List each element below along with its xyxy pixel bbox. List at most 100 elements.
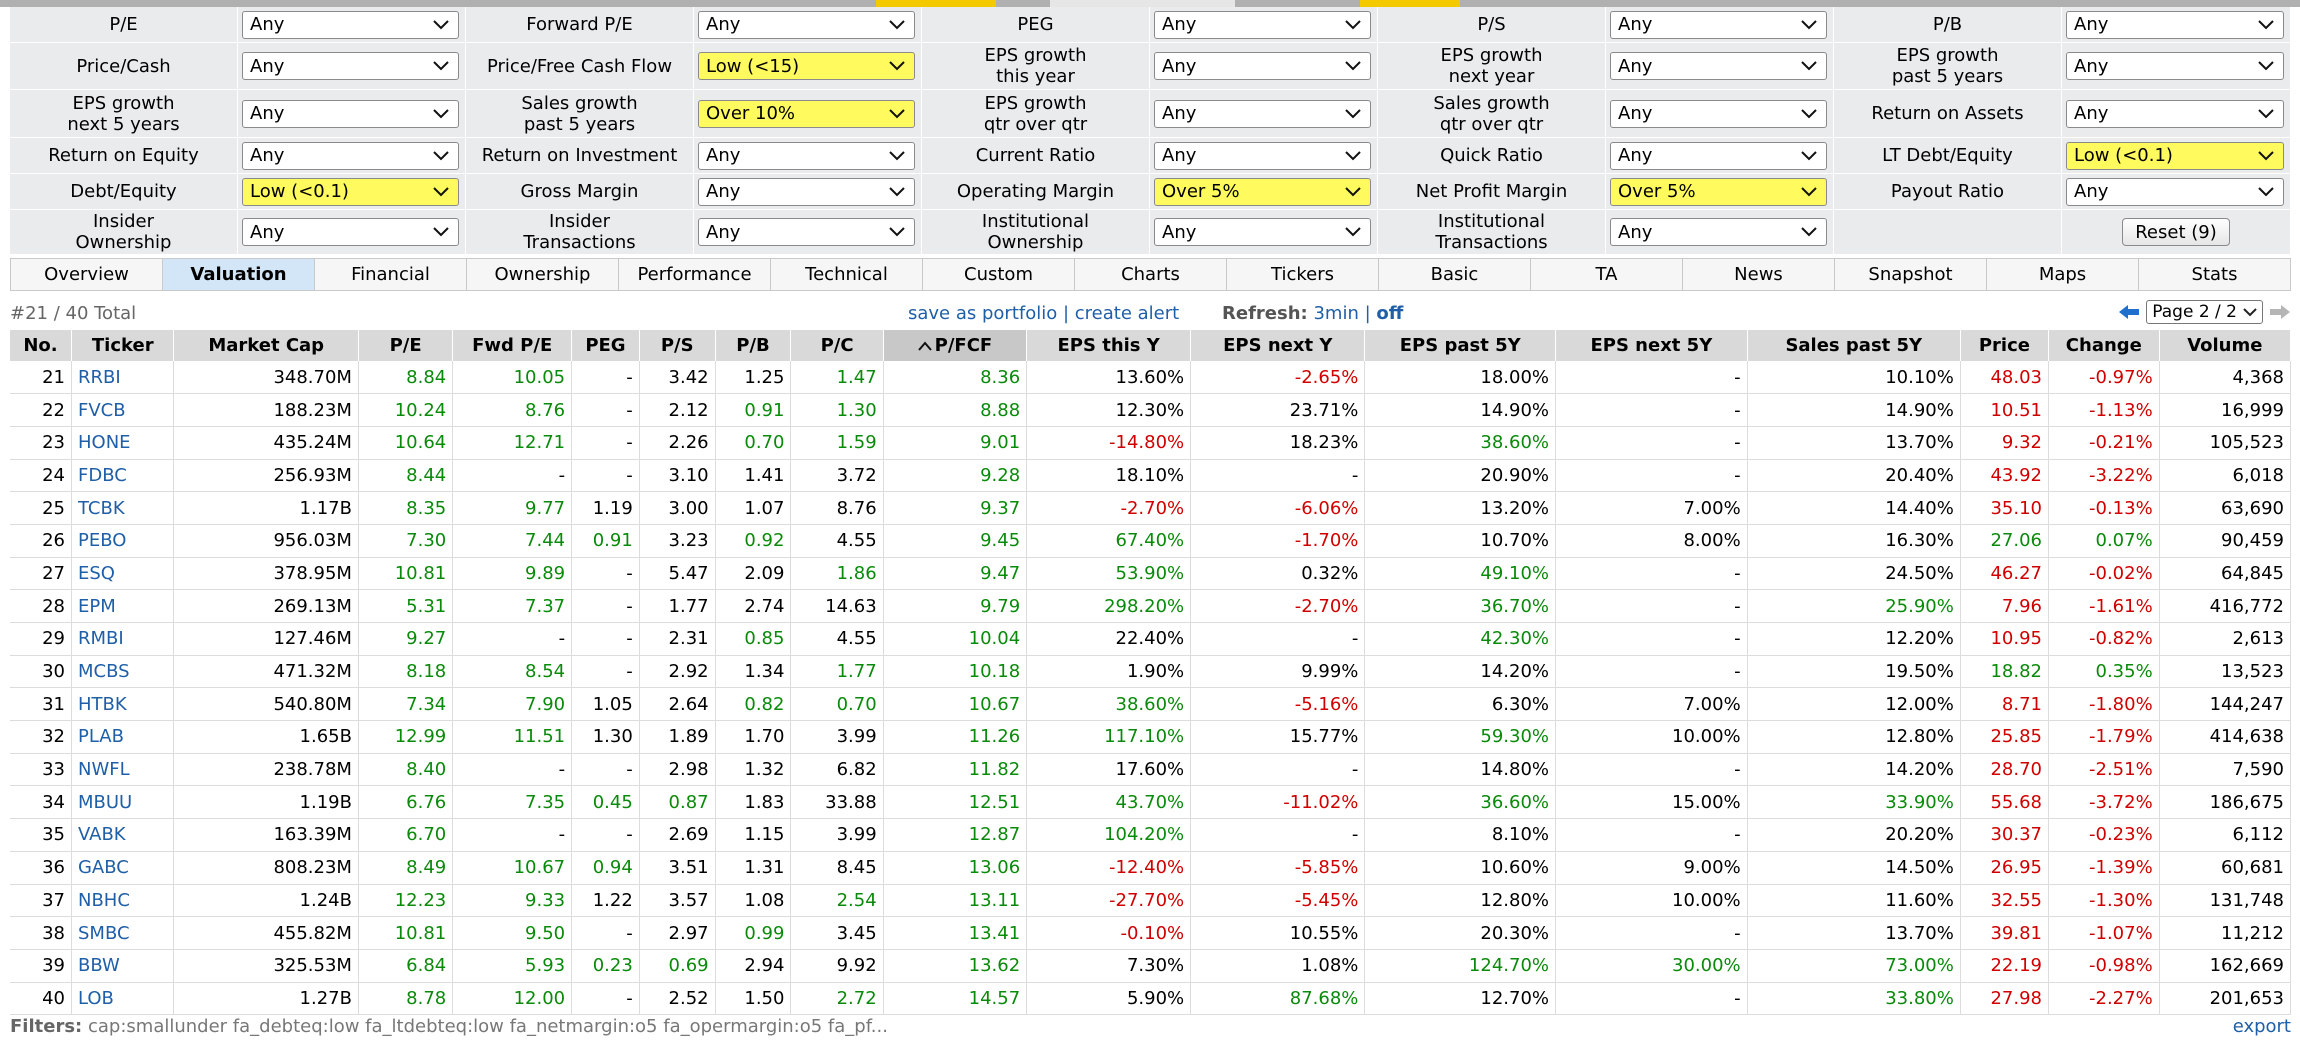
arrow-right-icon[interactable] (2269, 303, 2291, 321)
reset-filters-button[interactable]: Reset (9) (2122, 218, 2230, 246)
table-row[interactable]: 30 MCBS 471.32M 8.18 8.54-2.92 1.34 1.77 10.18 1… (10, 655, 2292, 689)
column-header-peg[interactable]: PEG (571, 330, 640, 361)
tab-ownership[interactable]: Ownership (467, 259, 619, 290)
column-header-change[interactable]: Change (2048, 330, 2160, 361)
ticker-link[interactable]: EPM (71, 589, 175, 623)
column-header-p-b[interactable]: P/B (715, 330, 792, 361)
ticker-link[interactable]: ESQ (71, 557, 175, 591)
table-row[interactable]: 26 PEBO 956.03M 7.30 7.44 0.91 3.23 0.92 4.55 9.4… (10, 524, 2292, 558)
tab-maps[interactable]: Maps (1987, 259, 2139, 290)
column-header-eps-next-5y[interactable]: EPS next 5Y (1555, 330, 1748, 361)
filter-select-return-on-equity[interactable]: Any (242, 141, 459, 170)
filter-select-eps-growth-next-year[interactable]: Any (1610, 52, 1827, 80)
filter-select-debt-equity[interactable]: Low (<0.1) (242, 177, 459, 206)
filter-select-p-s[interactable]: Any (1610, 10, 1827, 39)
ticker-link[interactable]: HTBK (71, 687, 175, 722)
tab-ta[interactable]: TA (1531, 259, 1683, 290)
ticker-link[interactable]: LOB (71, 982, 175, 1016)
filter-select-gross-margin[interactable]: Any (698, 177, 915, 206)
filter-select-sales-growth-past-5-years[interactable]: Over 10% (698, 99, 915, 128)
column-header-volume[interactable]: Volume (2159, 330, 2292, 361)
ticker-link[interactable]: SMBC (71, 916, 175, 950)
export-link[interactable]: export (2232, 1016, 2291, 1037)
column-header-p-fcf[interactable]: P/FCF (883, 330, 1028, 361)
page-select[interactable]: Page 2 / 2 (2146, 300, 2263, 324)
column-header-sales-past-5y[interactable]: Sales past 5Y (1747, 330, 1961, 361)
arrow-left-icon[interactable] (2118, 303, 2140, 321)
filter-select-institutional-ownership[interactable]: Any (1154, 218, 1371, 246)
filter-select-operating-margin[interactable]: Over 5% (1154, 177, 1371, 206)
ticker-link[interactable]: NBHC (71, 884, 175, 918)
save-as-portfolio-link[interactable]: save as portfolio (908, 303, 1058, 324)
filter-select-insider-ownership[interactable]: Any (242, 218, 459, 246)
ticker-link[interactable]: FDBC (71, 459, 175, 493)
filter-select-return-on-investment[interactable]: Any (698, 141, 915, 170)
table-row[interactable]: 25 TCBK 1.17B 8.35 9.77 1.19 3.00 1.07 8.76 9.37-… (10, 491, 2292, 525)
tab-valuation[interactable]: Valuation (163, 259, 315, 290)
create-alert-link[interactable]: create alert (1074, 303, 1180, 324)
filter-select-lt-debt-equity[interactable]: Low (<0.1) (2066, 141, 2284, 170)
ticker-link[interactable]: HONE (71, 426, 175, 460)
filter-select-p-b[interactable]: Any (2066, 10, 2284, 39)
ticker-link[interactable]: PLAB (71, 720, 175, 754)
filter-select-institutional-transactions[interactable]: Any (1610, 218, 1827, 246)
table-row[interactable]: 21 RRBI 348.70M 8.84 10.05-3.42 1.25 1.47 8.36 1… (10, 361, 2292, 395)
tab-news[interactable]: News (1683, 259, 1835, 290)
refresh-interval-link[interactable]: 3min (1313, 303, 1359, 324)
filter-select-forward-p-e[interactable]: Any (698, 10, 915, 39)
filter-select-sales-growth-qtr-over-qtr[interactable]: Any (1610, 99, 1827, 128)
table-row[interactable]: 31 HTBK 540.80M 7.34 7.90 1.05 2.64 0.82 0.70 10.… (10, 687, 2292, 722)
filter-select-current-ratio[interactable]: Any (1154, 141, 1371, 170)
ticker-link[interactable]: NWFL (71, 753, 175, 787)
column-header-eps-past-5y[interactable]: EPS past 5Y (1364, 330, 1557, 361)
tab-charts[interactable]: Charts (1075, 259, 1227, 290)
table-row[interactable]: 40 LOB 1.27B 8.78 12.00-2.52 1.50 2.72 14.57 5.9… (10, 982, 2292, 1016)
filter-select-eps-growth-past-5-years[interactable]: Any (2066, 52, 2284, 80)
table-row[interactable]: 24 FDBC 256.93M 8.44- -3.10 1.41 3.72 9.28 18.10… (10, 459, 2292, 493)
column-header-eps-next-y[interactable]: EPS next Y (1190, 330, 1366, 361)
column-header-p-s[interactable]: P/S (639, 330, 716, 361)
table-row[interactable]: 37 NBHC 1.24B 12.23 9.33 1.22 3.57 1.08 2.54 13.1… (10, 884, 2292, 918)
filter-select-p-e[interactable]: Any (242, 10, 459, 39)
filter-select-payout-ratio[interactable]: Any (2066, 177, 2284, 206)
table-row[interactable]: 34 MBUU 1.19B 6.76 7.35 0.45 0.87 1.83 33.88 12.5… (10, 785, 2292, 820)
refresh-off-link[interactable]: off (1376, 303, 1404, 324)
ticker-link[interactable]: PEBO (71, 524, 175, 558)
filter-select-net-profit-margin[interactable]: Over 5% (1610, 177, 1827, 206)
filter-select-eps-growth-next-5-years[interactable]: Any (242, 99, 459, 128)
column-header-price[interactable]: Price (1960, 330, 2050, 361)
table-row[interactable]: 36 GABC 808.23M 8.49 10.67 0.94 3.51 1.31 8.45 13… (10, 851, 2292, 885)
ticker-link[interactable]: FVCB (71, 393, 175, 427)
ticker-link[interactable]: MCBS (71, 655, 175, 689)
filter-select-insider-transactions[interactable]: Any (698, 218, 915, 246)
tab-stats[interactable]: Stats (2191, 264, 2238, 285)
filter-select-price-cash[interactable]: Any (242, 52, 459, 80)
table-row[interactable]: 22 FVCB 188.23M 10.24 8.76-2.12 0.91 1.30 8.88 1… (10, 393, 2292, 427)
column-header-p-e[interactable]: P/E (358, 330, 454, 361)
table-row[interactable]: 23 HONE 435.24M 10.64 12.71-2.26 0.70 1.59 9.01… (10, 426, 2292, 460)
table-row[interactable]: 29 RMBI 127.46M 9.27- -2.31 0.85 4.55 10.04 22.4… (10, 622, 2292, 656)
ticker-link[interactable]: RMBI (71, 622, 175, 656)
tab-technical[interactable]: Technical (771, 259, 923, 290)
filter-select-eps-growth-this-year[interactable]: Any (1154, 52, 1371, 80)
filter-select-eps-growth-qtr-over-qtr[interactable]: Any (1154, 99, 1371, 128)
tab-basic[interactable]: Basic (1379, 259, 1531, 290)
table-row[interactable]: 28 EPM 269.13M 5.31 7.37-1.77 2.74 14.63 9.79 29… (10, 589, 2292, 623)
ticker-link[interactable]: TCBK (71, 491, 175, 525)
table-row[interactable]: 35 VABK 163.39M 6.70- -2.69 1.15 3.99 12.87 104.… (10, 818, 2292, 852)
ticker-link[interactable]: GABC (71, 851, 175, 885)
column-header-market-cap[interactable]: Market Cap (173, 330, 359, 361)
tab-snapshot[interactable]: Snapshot (1835, 259, 1987, 290)
table-row[interactable]: 38 SMBC 455.82M 10.81 9.50-2.97 0.99 3.45 13.41… (10, 916, 2292, 950)
table-row[interactable]: 27 ESQ 378.95M 10.81 9.89-5.47 2.09 1.86 9.47 53… (10, 557, 2292, 591)
table-row[interactable]: 33 NWFL 238.78M 8.40- -2.98 1.32 6.82 11.82 17.6… (10, 753, 2292, 787)
tab-financial[interactable]: Financial (315, 259, 467, 290)
filter-select-return-on-assets[interactable]: Any (2066, 99, 2284, 128)
filter-select-price-free-cash-flow[interactable]: Low (<15) (698, 52, 915, 80)
filter-select-quick-ratio[interactable]: Any (1610, 141, 1827, 170)
ticker-link[interactable]: RRBI (71, 361, 175, 395)
column-header-p-c[interactable]: P/C (790, 330, 884, 361)
tab-overview[interactable]: Overview (11, 259, 163, 290)
column-header-fwd-p-e[interactable]: Fwd P/E (452, 330, 573, 361)
tab-tickers[interactable]: Tickers (1227, 259, 1379, 290)
